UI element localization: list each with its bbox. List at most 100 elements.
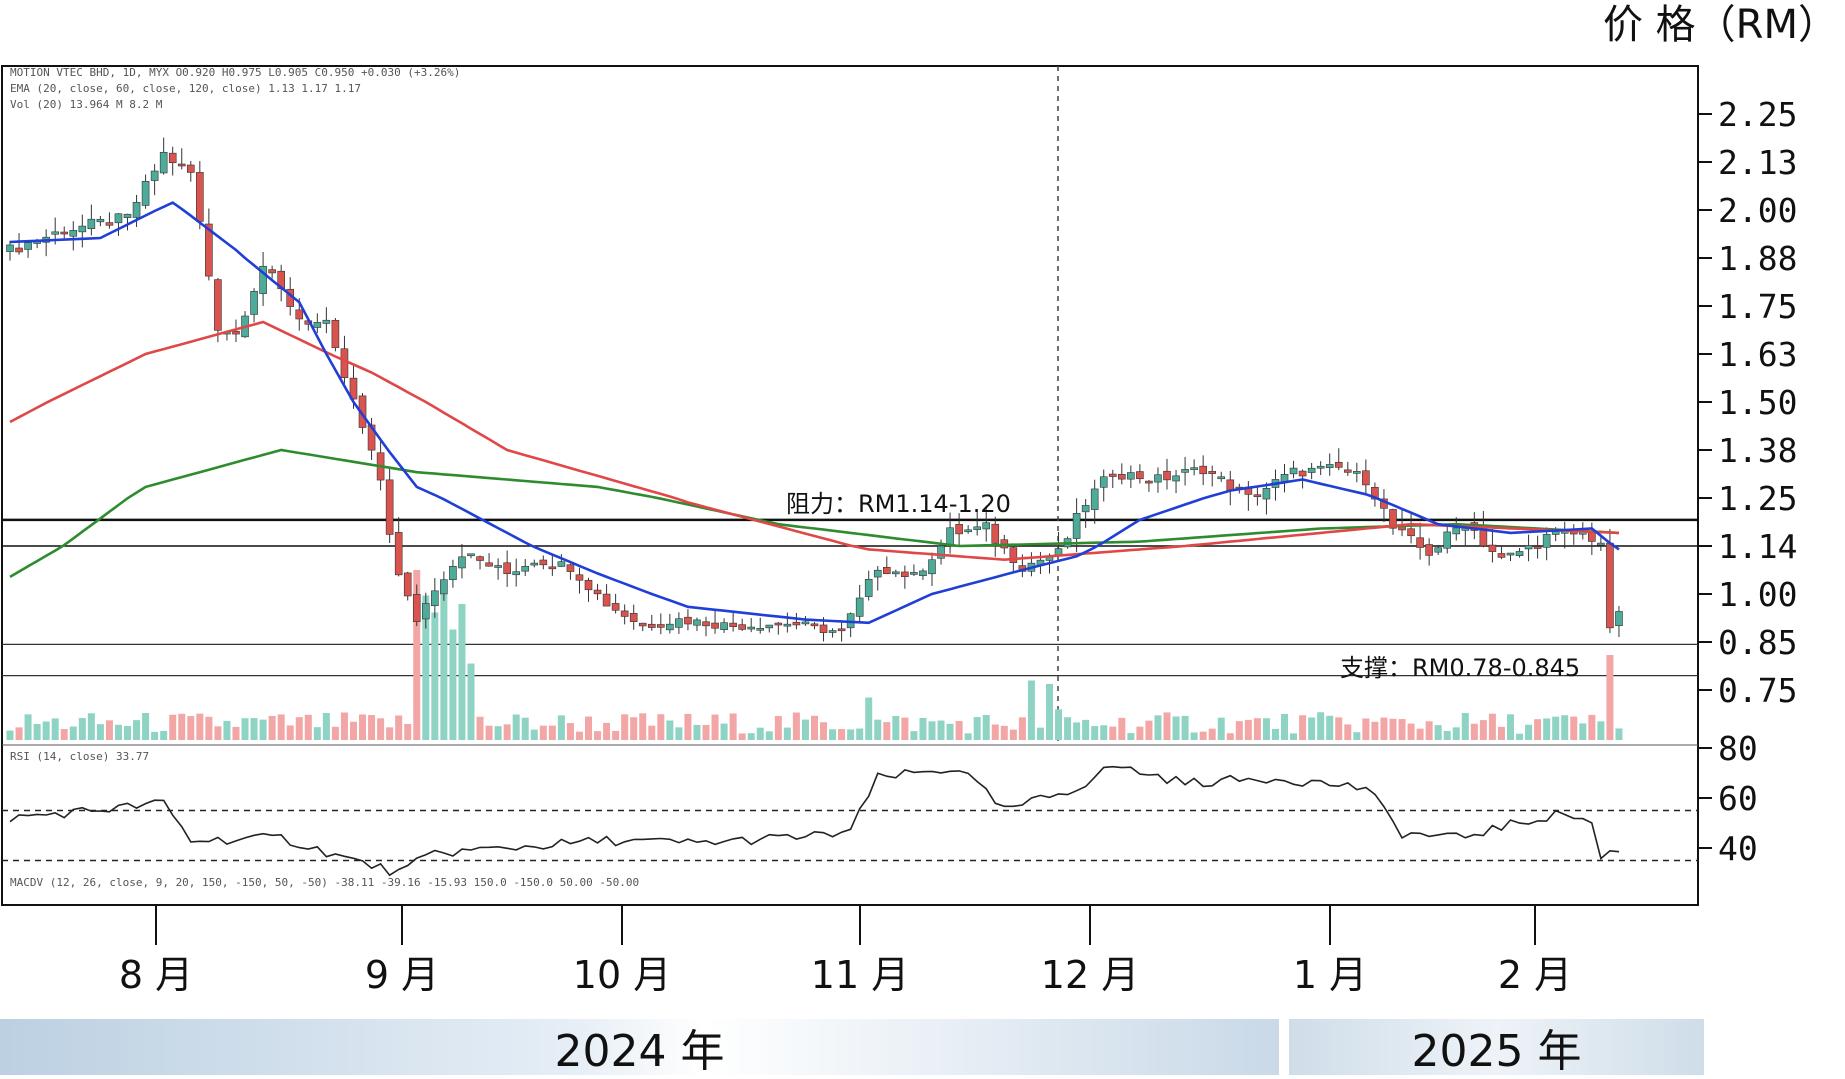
volume-bar	[359, 714, 367, 740]
volume-bar	[1344, 724, 1352, 740]
volume-bar	[1317, 712, 1325, 740]
volume-bar	[6, 730, 14, 740]
candle-body	[1533, 546, 1542, 549]
candle-body	[1353, 471, 1361, 474]
price-tick-label: 1.00	[1718, 575, 1797, 614]
month-tick-label: 2 月	[1498, 953, 1572, 997]
candle-body	[955, 524, 963, 535]
volume-bar	[476, 716, 484, 740]
volume-bar	[1082, 719, 1090, 740]
volume-bar	[404, 724, 412, 740]
volume-bar	[1199, 731, 1207, 740]
volume-bar	[838, 729, 846, 740]
candle-body	[657, 624, 665, 628]
year-bar-2025: 2025 年	[1289, 1019, 1704, 1077]
volume-bar	[1091, 726, 1099, 740]
volume-bar	[241, 718, 249, 740]
volume-bar	[964, 733, 972, 740]
volume-bar	[187, 716, 195, 740]
rsi-tick-label: 40	[1718, 829, 1758, 868]
candle-body	[340, 348, 349, 379]
candle-body	[566, 564, 575, 572]
volume-bar	[1118, 717, 1126, 740]
volume-bar	[557, 715, 565, 740]
volume-bar	[494, 726, 502, 740]
candle-body	[168, 152, 177, 164]
volume-bar	[1570, 716, 1578, 740]
axes: 2.25 2.13 2.00 1.88 1.75 1.63 1.50 1.38 1.25 1.14…	[119, 95, 1798, 997]
candle-body	[467, 553, 475, 557]
volume-bar	[603, 722, 611, 740]
volume-bar	[169, 714, 177, 740]
volume-bar	[1036, 727, 1044, 740]
candle-body	[638, 622, 647, 627]
volume-bar	[322, 713, 330, 740]
volume-bar	[594, 731, 602, 740]
volume-bar	[69, 726, 77, 740]
volume-bar	[810, 715, 818, 740]
volume-bar	[1362, 718, 1370, 740]
candle-body	[729, 622, 737, 627]
volume-bar	[657, 714, 665, 740]
volume-bar	[928, 721, 936, 740]
volume-bar	[349, 721, 357, 740]
candle-body	[440, 579, 448, 595]
volume-bar	[413, 570, 421, 740]
candle-body	[928, 559, 936, 575]
volume-bar	[738, 733, 746, 740]
candlesticks	[6, 137, 1623, 642]
candle-body	[720, 622, 728, 631]
price-tick-label: 0.85	[1718, 623, 1797, 662]
volume-bar	[1579, 723, 1587, 740]
volume-bar	[1109, 726, 1117, 740]
candle-body	[1099, 476, 1108, 488]
volume-bar	[467, 663, 475, 740]
candle-body	[919, 570, 927, 577]
candle-body	[205, 223, 213, 277]
volume-bar	[856, 728, 864, 740]
candle-body	[1371, 487, 1379, 500]
candle-body	[1054, 548, 1063, 556]
resistance-label: 阻力：RM1.14-1.20	[786, 490, 1011, 518]
volume-bar	[937, 720, 945, 740]
volume-bar	[1615, 728, 1623, 740]
volume-bar	[1416, 728, 1424, 740]
volume-bar	[711, 714, 719, 740]
candle-body	[1081, 505, 1090, 513]
volume-bar	[295, 717, 303, 740]
candle-body	[982, 522, 991, 530]
volume-bar	[503, 724, 511, 740]
volume-bar	[648, 725, 656, 740]
candle-body	[684, 616, 692, 625]
candle-body	[150, 170, 159, 181]
candle-body	[584, 579, 593, 591]
volume-bar	[774, 716, 782, 740]
volume-bar	[919, 717, 927, 740]
candle-body	[892, 571, 900, 575]
volume-bar	[449, 629, 457, 740]
candle-body	[1443, 531, 1452, 549]
volume-bar	[693, 724, 701, 740]
candle-body	[503, 562, 511, 574]
volume-bar	[1407, 723, 1415, 740]
volume-bar	[702, 724, 710, 740]
volume-bar	[991, 724, 999, 740]
volume-bar	[1172, 716, 1180, 740]
candle-body	[512, 571, 520, 576]
candle-body	[1542, 534, 1551, 548]
candle-body	[973, 526, 981, 530]
volume-bar	[1127, 733, 1135, 740]
candle-body	[295, 309, 304, 320]
candle-body	[1208, 471, 1217, 474]
volume-bar	[1497, 726, 1505, 740]
candle-body	[1009, 547, 1018, 563]
volume-bar	[747, 733, 755, 740]
volume-bar	[160, 730, 168, 740]
candle-body	[250, 290, 258, 315]
candle-body	[141, 180, 150, 206]
volume-bar	[304, 714, 312, 740]
candle-body	[123, 213, 132, 218]
volume-bar	[955, 721, 963, 740]
candle-body	[322, 319, 331, 324]
candle-body	[1334, 461, 1343, 468]
